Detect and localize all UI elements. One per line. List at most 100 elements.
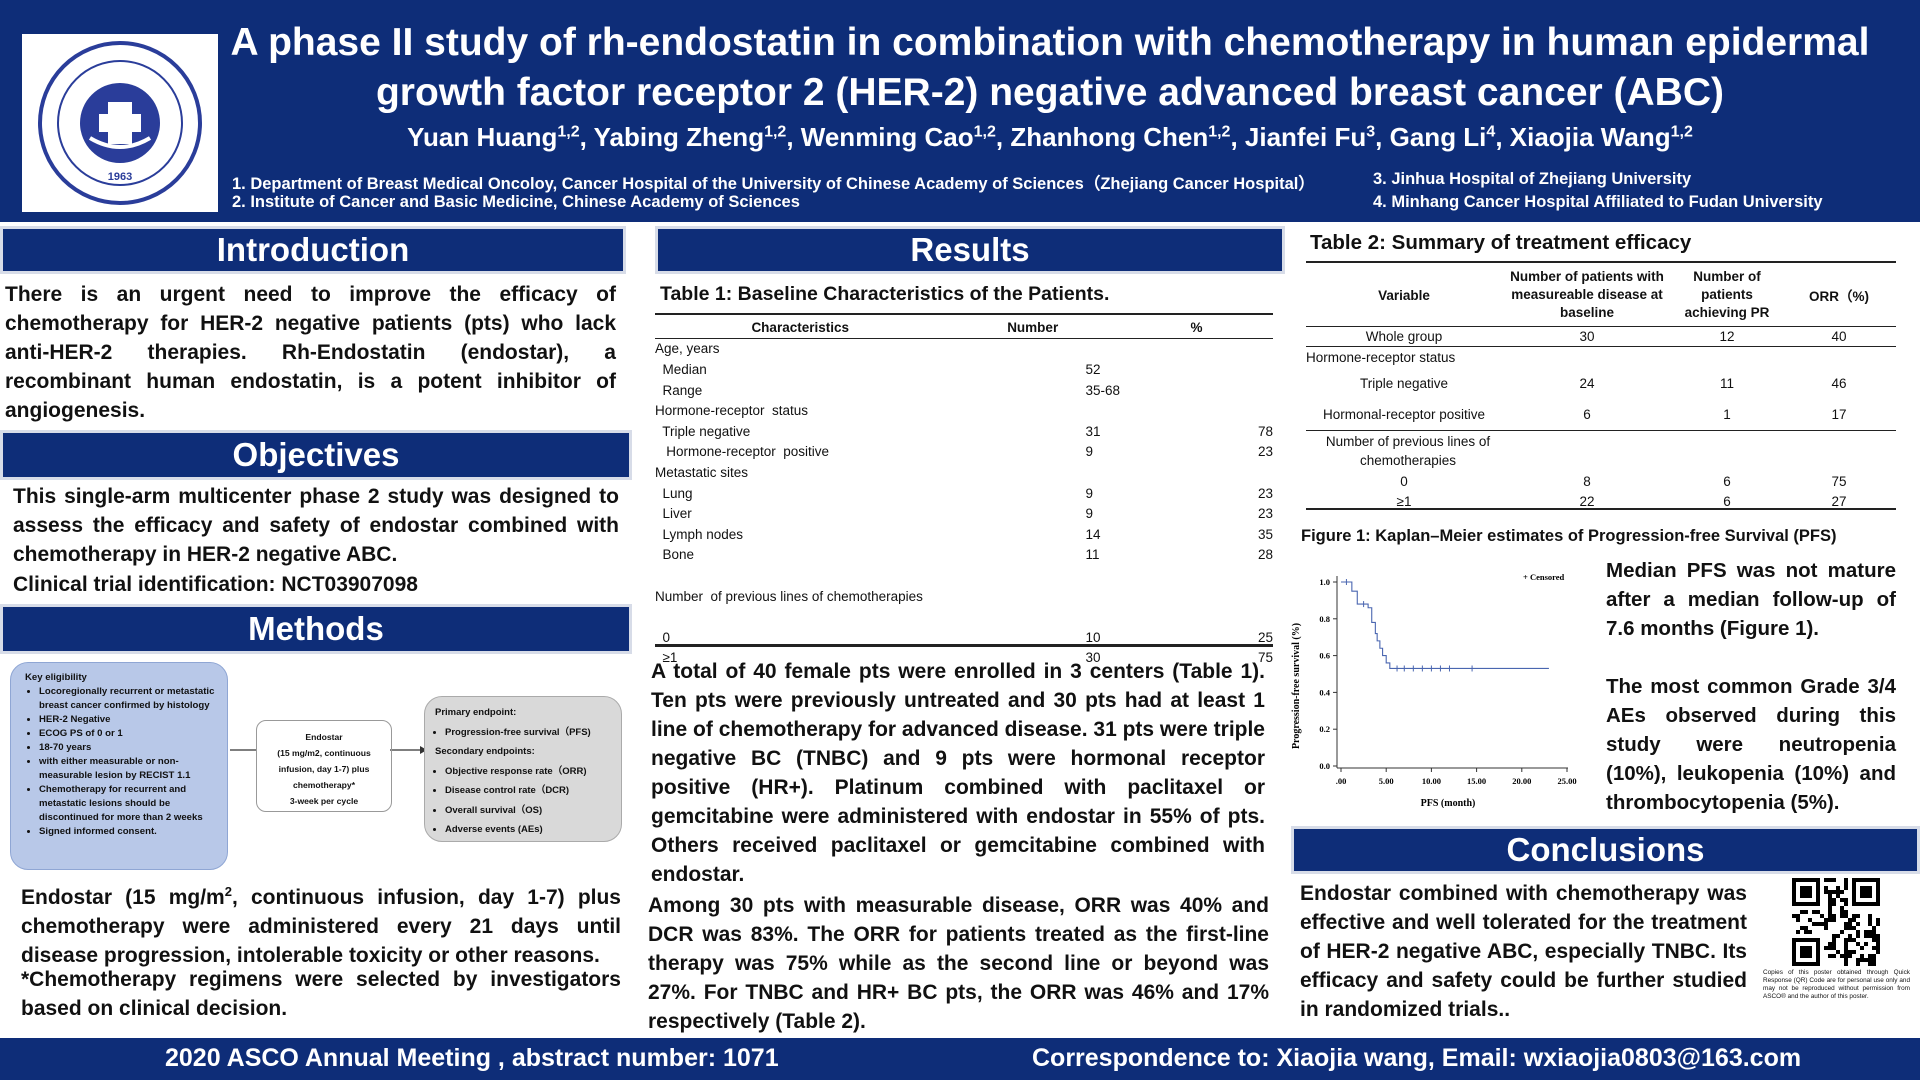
table2-header-variable: Variable bbox=[1306, 264, 1502, 327]
table2-cell: 46 bbox=[1831, 376, 1847, 391]
table2-cell: Triple negative bbox=[1359, 376, 1449, 391]
table2-header-row: Variable Number of patients with measure… bbox=[1306, 264, 1896, 327]
qr-module bbox=[1844, 878, 1848, 882]
table1-cell: 14 bbox=[1085, 526, 1101, 542]
table2-cell: Hormone-receptor status bbox=[1306, 350, 1456, 365]
secondary-endpoint-item: Disease control rate（DCR) bbox=[445, 781, 621, 801]
qr-module bbox=[1828, 942, 1832, 946]
methods-heading: Methods bbox=[0, 604, 632, 654]
qr-code-icon[interactable] bbox=[1792, 878, 1880, 966]
table1-cell: Number of previous lines of chemotherapi… bbox=[655, 588, 923, 604]
introduction-heading: Introduction bbox=[0, 226, 626, 274]
qr-module bbox=[1824, 922, 1828, 926]
table2-cell: 6 bbox=[1723, 474, 1731, 489]
table1-cell: 9 bbox=[1085, 485, 1093, 501]
qr-module bbox=[1856, 934, 1860, 938]
qr-module bbox=[1808, 930, 1812, 934]
table1-cell: ≥1 bbox=[655, 650, 678, 666]
km-survival-curve bbox=[1341, 581, 1549, 670]
table1-cell: 23 bbox=[1257, 485, 1273, 501]
qr-module bbox=[1828, 906, 1832, 910]
eligibility-item: 18-70 years bbox=[39, 741, 219, 755]
author-list: Yuan Huang1,2, Yabing Zheng1,2, Wenming … bbox=[407, 122, 1693, 152]
table1-cell: Liver bbox=[655, 506, 692, 522]
qr-module bbox=[1844, 914, 1848, 918]
author: Yabing Zheng bbox=[593, 122, 765, 152]
table2-cell: 11 bbox=[1719, 376, 1734, 391]
qr-module bbox=[1824, 946, 1828, 950]
table2-cell: 0 bbox=[1400, 474, 1408, 489]
qr-module bbox=[1844, 962, 1848, 966]
qr-module bbox=[1832, 918, 1836, 922]
qr-module bbox=[1800, 926, 1804, 930]
qr-finder-core bbox=[1860, 886, 1872, 898]
author-affiliation-sup: 3 bbox=[1366, 123, 1376, 141]
qr-module bbox=[1864, 958, 1868, 962]
qr-module bbox=[1840, 890, 1844, 894]
table1-cell: Age, years bbox=[655, 341, 720, 357]
table2-bottom-rule bbox=[1306, 508, 1896, 510]
table2-cell: 22 bbox=[1579, 494, 1595, 509]
qr-module bbox=[1872, 946, 1876, 950]
methods-note: *Chemotherapy regimens were selected by … bbox=[21, 968, 621, 1020]
km-x-axis-label: PFS (month) bbox=[1421, 798, 1476, 808]
table2-cell: 6 bbox=[1723, 494, 1731, 509]
table2-row: Hormone-receptor status bbox=[1306, 347, 1896, 369]
table1-row: ≥1 30 75 bbox=[655, 648, 1274, 669]
objectives-text: This single-arm multicenter phase 2 stud… bbox=[13, 485, 619, 566]
km-legend: + Censored bbox=[1523, 572, 1565, 582]
qr-module bbox=[1804, 910, 1808, 914]
table1-row: Liver 9 23 bbox=[655, 503, 1274, 524]
qr-module bbox=[1856, 942, 1860, 946]
table2-cell bbox=[1782, 431, 1896, 472]
table1-cell: 11 bbox=[1085, 547, 1100, 563]
table1-cell: Lung bbox=[655, 485, 693, 501]
treatment-box: Endostar (15 mg/m2, continuous infusion, … bbox=[256, 720, 392, 812]
results-paragraph-1: A total of 40 female pts were enrolled i… bbox=[651, 660, 1265, 886]
table1-header-characteristics: Characteristics bbox=[655, 317, 946, 339]
eligibility-title: Key eligibility bbox=[25, 672, 87, 683]
treatment-line: chemotherapy* bbox=[292, 780, 356, 790]
meeting-info: 2020 ASCO Annual Meeting , abstract numb… bbox=[165, 1044, 779, 1072]
qr-module bbox=[1860, 946, 1864, 950]
qr-module bbox=[1872, 962, 1876, 966]
table1-row: Hormone-receptor status bbox=[655, 400, 1273, 421]
qr-module bbox=[1848, 954, 1852, 958]
qr-module bbox=[1840, 914, 1844, 918]
qr-module bbox=[1860, 958, 1864, 962]
table2-row: ≥1 22 6 27 bbox=[1306, 492, 1896, 511]
table1-cell: 30 bbox=[1085, 650, 1101, 666]
affiliation-4: 4. Minhang Cancer Hospital Affiliated to… bbox=[1373, 193, 1823, 211]
qr-module bbox=[1876, 942, 1880, 946]
table1-cell: Triple negative bbox=[655, 423, 751, 439]
qr-module bbox=[1848, 926, 1852, 930]
qr-module bbox=[1844, 926, 1848, 930]
table1-cell bbox=[655, 606, 945, 627]
table1-row bbox=[655, 565, 1273, 586]
qr-finder-core bbox=[1800, 886, 1812, 898]
table2-cell: 1 bbox=[1672, 399, 1782, 431]
qr-module bbox=[1824, 926, 1828, 930]
qr-module bbox=[1856, 930, 1860, 934]
qr-module bbox=[1868, 930, 1872, 934]
qr-module bbox=[1832, 890, 1836, 894]
flow-arrows bbox=[230, 746, 427, 754]
endpoints-box: Primary endpoint: Progression-free survi… bbox=[424, 696, 622, 842]
qr-module bbox=[1840, 930, 1844, 934]
qr-module bbox=[1872, 954, 1876, 958]
qr-module bbox=[1876, 950, 1880, 954]
table1-cell: 35-68 bbox=[1085, 382, 1120, 398]
qr-module bbox=[1844, 922, 1848, 926]
table2-title: Table 2: Summary of treatment efficacy bbox=[1310, 231, 1692, 254]
table2-cell: 17 bbox=[1782, 399, 1896, 431]
table1-cell: 10 bbox=[1085, 629, 1101, 645]
km-x-tick-label: 10.00 bbox=[1422, 776, 1441, 786]
table2-cell: Hormonal-receptor positive bbox=[1306, 399, 1502, 431]
qr-module bbox=[1836, 894, 1840, 898]
table1-cell bbox=[1120, 338, 1273, 359]
table1-cell: 0 bbox=[655, 629, 671, 645]
poster-header: 1963 A phase II study of rh-endostatin i… bbox=[0, 0, 1920, 222]
qr-module bbox=[1848, 938, 1852, 942]
objectives-heading: Objectives bbox=[0, 430, 632, 480]
eligibility-item: ECOG PS of 0 or 1 bbox=[39, 727, 219, 741]
